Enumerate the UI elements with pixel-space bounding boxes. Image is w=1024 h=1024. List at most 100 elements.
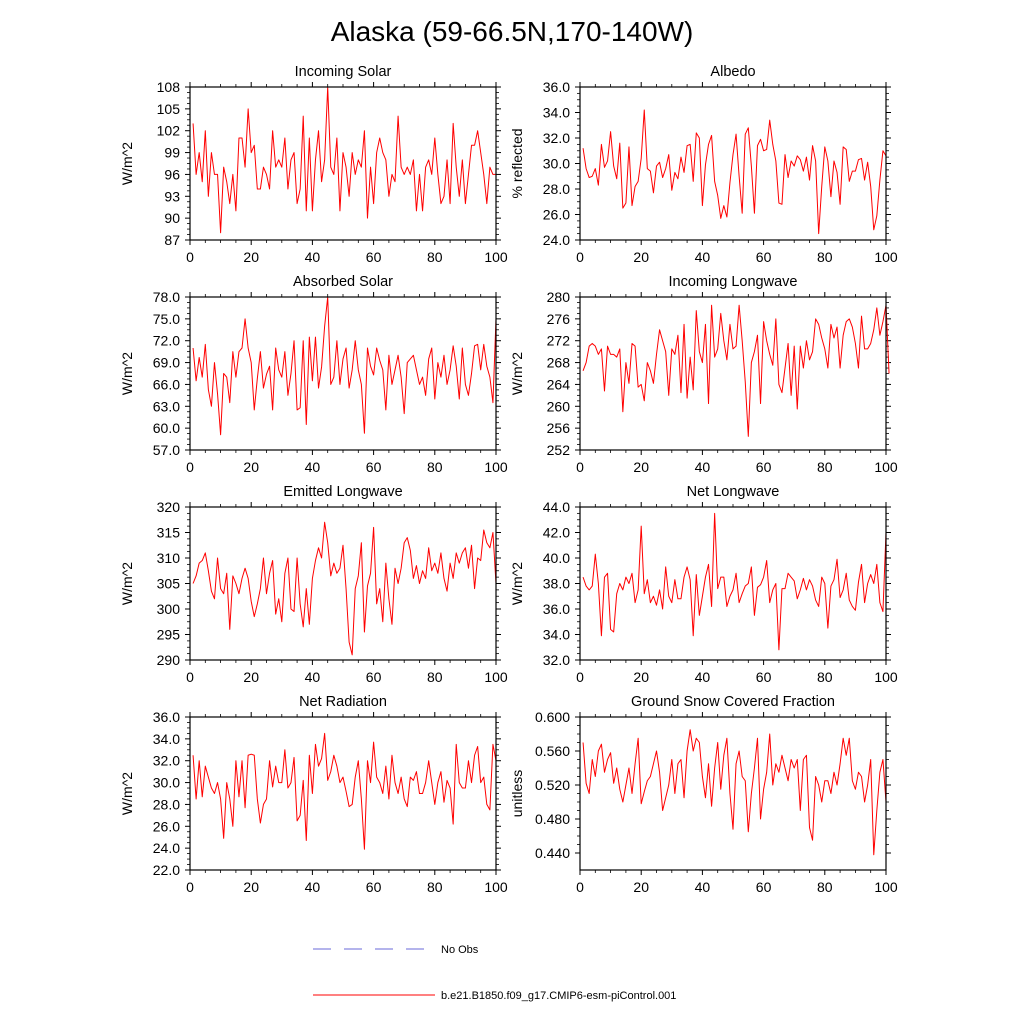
y-tick-label: 69.0 xyxy=(153,355,180,371)
y-tick-label: 252 xyxy=(547,442,571,458)
y-tick-label: 30.0 xyxy=(153,775,180,791)
x-tick-label: 60 xyxy=(756,879,772,895)
y-tick-label: 57.0 xyxy=(153,442,180,458)
x-tick-label: 60 xyxy=(756,669,772,685)
y-tick-label: 305 xyxy=(157,576,181,592)
y-tick-label: 0.520 xyxy=(535,777,570,793)
y-tick-label: 38.0 xyxy=(543,576,570,592)
x-tick-label: 0 xyxy=(576,879,584,895)
series-line xyxy=(192,732,497,850)
y-tick-label: 96 xyxy=(164,166,180,182)
x-tick-label: 0 xyxy=(186,669,194,685)
y-tick-label: 102 xyxy=(157,123,181,139)
x-tick-label: 60 xyxy=(366,459,382,475)
y-tick-label: 0.560 xyxy=(535,743,570,759)
plot-frame xyxy=(189,296,497,451)
series-line xyxy=(192,296,497,436)
series-line xyxy=(192,86,496,234)
y-tick-label: 32.0 xyxy=(543,652,570,668)
y-tick-label: 24.0 xyxy=(543,232,570,248)
y-tick-label: 93 xyxy=(164,188,180,204)
plot-frame xyxy=(189,506,497,661)
chart-title: Incoming Longwave xyxy=(669,274,798,290)
series-line xyxy=(582,109,887,235)
y-tick-label: 108 xyxy=(157,79,181,95)
chart-net-longwave: Net Longwave 32.0 34.0 36.0 38.0 40.0 42.0 44.0… xyxy=(509,484,898,685)
y-tick-label: 272 xyxy=(547,333,571,349)
legend-obs-label: No Obs xyxy=(441,944,479,956)
chart-ground-snow-covered-fraction: Ground Snow Covered Fraction 0.440 0.480 0.… xyxy=(509,694,898,895)
x-tick-label: 20 xyxy=(633,249,649,265)
x-tick-label: 100 xyxy=(874,249,898,265)
x-tick-label: 0 xyxy=(576,249,584,265)
y-tick-label: 36.0 xyxy=(543,601,570,617)
y-tick-label: 0.600 xyxy=(535,709,570,725)
series-line xyxy=(582,729,887,856)
y-tick-label: 26.0 xyxy=(543,207,570,223)
x-tick-label: 0 xyxy=(186,459,194,475)
y-tick-label: 36.0 xyxy=(543,79,570,95)
x-tick-label: 0 xyxy=(186,249,194,265)
x-tick-label: 80 xyxy=(817,249,833,265)
chart-title: Incoming Solar xyxy=(295,64,392,80)
x-tick-label: 100 xyxy=(484,249,508,265)
x-tick-label: 80 xyxy=(817,879,833,895)
chart-albedo: Albedo 24.0 26.0 28.0 30.0 32.0 34.0 36.0 0 20 40 6… xyxy=(509,64,898,265)
y-tick-label: 78.0 xyxy=(153,289,180,305)
x-tick-label: 40 xyxy=(695,879,711,895)
y-tick-label: 260 xyxy=(547,398,571,414)
y-tick-label: 320 xyxy=(157,499,181,515)
x-tick-label: 100 xyxy=(484,879,508,895)
plot-frame xyxy=(579,716,887,871)
x-tick-label: 100 xyxy=(874,879,898,895)
plot-frame xyxy=(579,86,887,241)
series-line xyxy=(582,304,890,437)
x-tick-label: 60 xyxy=(756,459,772,475)
y-axis-label: % reflected xyxy=(509,128,525,198)
chart-title: Emitted Longwave xyxy=(283,484,402,500)
x-tick-label: 0 xyxy=(186,879,194,895)
y-tick-label: 26.0 xyxy=(153,818,180,834)
y-tick-label: 310 xyxy=(157,550,181,566)
y-tick-label: 280 xyxy=(547,289,571,305)
y-tick-label: 90 xyxy=(164,210,180,226)
x-tick-label: 40 xyxy=(695,669,711,685)
x-tick-label: 80 xyxy=(427,669,443,685)
chart-net-radiation: Net Radiation 22.0 24.0 26.0 28.0 30.0 32.0 34.… xyxy=(119,694,508,895)
chart-emitted-longwave: Emitted Longwave 290 295 300 305 310 315 320 0 20… xyxy=(119,484,508,685)
y-tick-label: 34.0 xyxy=(543,627,570,643)
x-tick-label: 80 xyxy=(817,669,833,685)
x-tick-label: 80 xyxy=(427,459,443,475)
legend-model-label: b.e21.B1850.f09_g17.CMIP6-esm-piControl.… xyxy=(441,990,676,1002)
y-axis-label: W/m^2 xyxy=(119,352,135,395)
y-tick-label: 30.0 xyxy=(543,156,570,172)
x-tick-label: 100 xyxy=(484,459,508,475)
y-tick-label: 32.0 xyxy=(543,130,570,146)
y-tick-label: 0.480 xyxy=(535,811,570,827)
x-tick-label: 0 xyxy=(576,669,584,685)
x-tick-label: 20 xyxy=(243,669,259,685)
x-tick-label: 20 xyxy=(243,879,259,895)
y-tick-label: 34.0 xyxy=(543,105,570,121)
y-tick-label: 268 xyxy=(547,355,571,371)
x-tick-label: 0 xyxy=(576,459,584,475)
chart-title: Net Longwave xyxy=(687,484,780,500)
y-tick-label: 28.0 xyxy=(543,181,570,197)
x-tick-label: 100 xyxy=(874,669,898,685)
chart-incoming-longwave: Incoming Longwave 252 256 260 264 268 272 276 28… xyxy=(509,274,898,475)
y-tick-label: 22.0 xyxy=(153,862,180,878)
y-axis-label: W/m^2 xyxy=(509,562,525,605)
plot-frame xyxy=(189,716,497,871)
y-tick-label: 34.0 xyxy=(153,731,180,747)
x-tick-label: 100 xyxy=(484,669,508,685)
x-tick-label: 20 xyxy=(243,249,259,265)
x-tick-label: 60 xyxy=(366,669,382,685)
series-line xyxy=(582,512,887,651)
x-tick-label: 40 xyxy=(305,669,321,685)
x-tick-label: 80 xyxy=(817,459,833,475)
y-tick-label: 0.440 xyxy=(535,845,570,861)
x-tick-label: 80 xyxy=(427,249,443,265)
y-tick-label: 105 xyxy=(157,101,181,117)
x-tick-label: 80 xyxy=(427,879,443,895)
